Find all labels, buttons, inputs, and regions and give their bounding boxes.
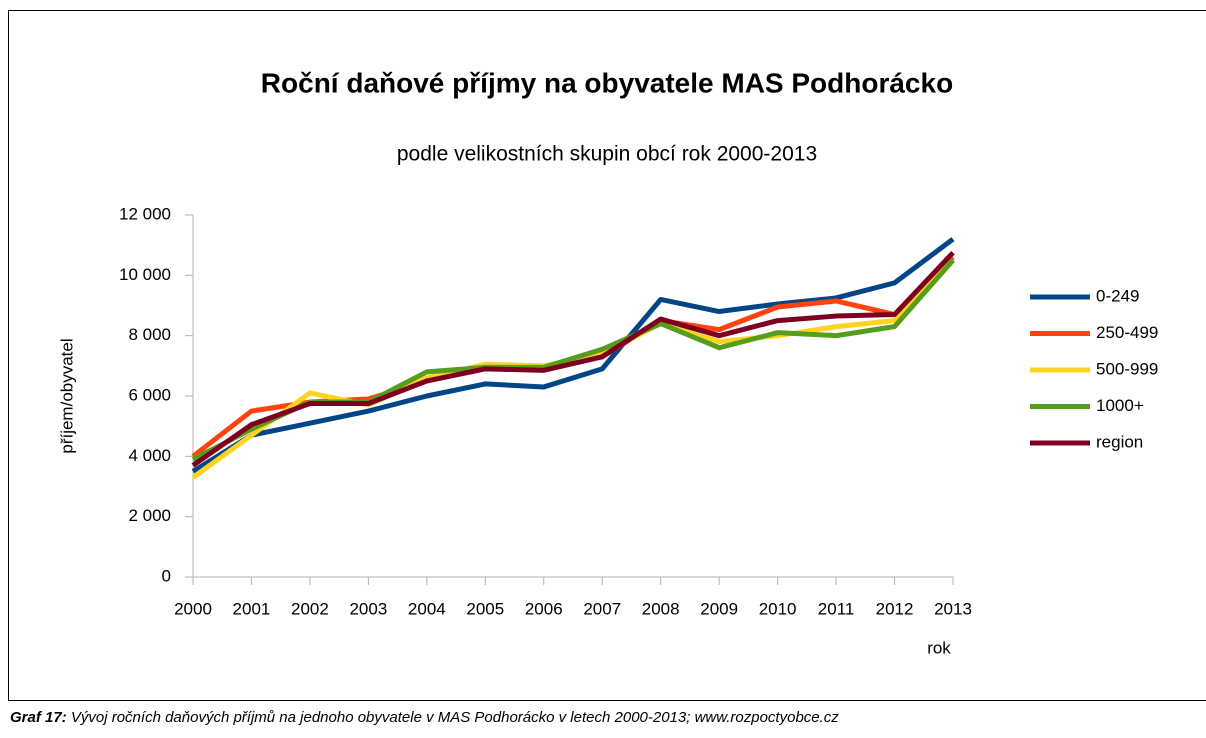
legend-label: 1000+ — [1096, 396, 1144, 415]
y-tick-label: 2 000 — [128, 506, 171, 525]
legend-label: 0-249 — [1096, 286, 1139, 305]
caption-text: Vývoj ročních daňových příjmů na jednoho… — [67, 709, 840, 726]
legend-label: 500-999 — [1096, 359, 1158, 378]
caption-label: Graf 17: — [10, 709, 67, 726]
chart-subtitle: podle velikostních skupin obcí rok 2000-… — [397, 143, 817, 166]
legend-label: 250-499 — [1096, 323, 1158, 342]
x-tick-label: 2013 — [934, 599, 972, 618]
x-tick-label: 2007 — [583, 599, 621, 618]
y-tick-label: 4 000 — [128, 446, 171, 465]
x-tick-label: 2006 — [525, 599, 563, 618]
series-line — [191, 250, 955, 468]
caption: Graf 17: Vývoj ročních daňových příjmů n… — [10, 709, 839, 726]
y-axis-label: příjem/obyvatel — [57, 338, 76, 453]
series-line — [191, 258, 955, 480]
y-tick-label: 8 000 — [128, 325, 171, 344]
x-tick-label: 2010 — [759, 599, 797, 618]
x-tick-label: 2012 — [876, 599, 914, 618]
legend-label: region — [1096, 432, 1143, 451]
y-tick-label: 12 000 — [119, 204, 171, 223]
x-tick-label: 2009 — [700, 599, 738, 618]
y-tick-label: 0 — [162, 566, 171, 585]
y-tick-label: 6 000 — [128, 385, 171, 404]
series-line — [191, 237, 955, 474]
series-line — [191, 258, 955, 462]
x-tick-label: 2001 — [233, 599, 271, 618]
x-tick-label: 2011 — [818, 599, 855, 618]
chart-title: Roční daňové příjmy na obyvatele MAS Pod… — [261, 67, 953, 98]
x-tick-label: 2003 — [349, 599, 387, 618]
x-tick-label: 2005 — [466, 599, 504, 618]
x-axis-label: rok — [927, 638, 951, 657]
x-tick-label: 2004 — [408, 599, 446, 618]
x-tick-label: 2008 — [642, 599, 680, 618]
x-tick-label: 2000 — [174, 599, 212, 618]
y-tick-label: 10 000 — [119, 265, 171, 284]
x-tick-label: 2002 — [291, 599, 329, 618]
frame — [8, 10, 1206, 701]
